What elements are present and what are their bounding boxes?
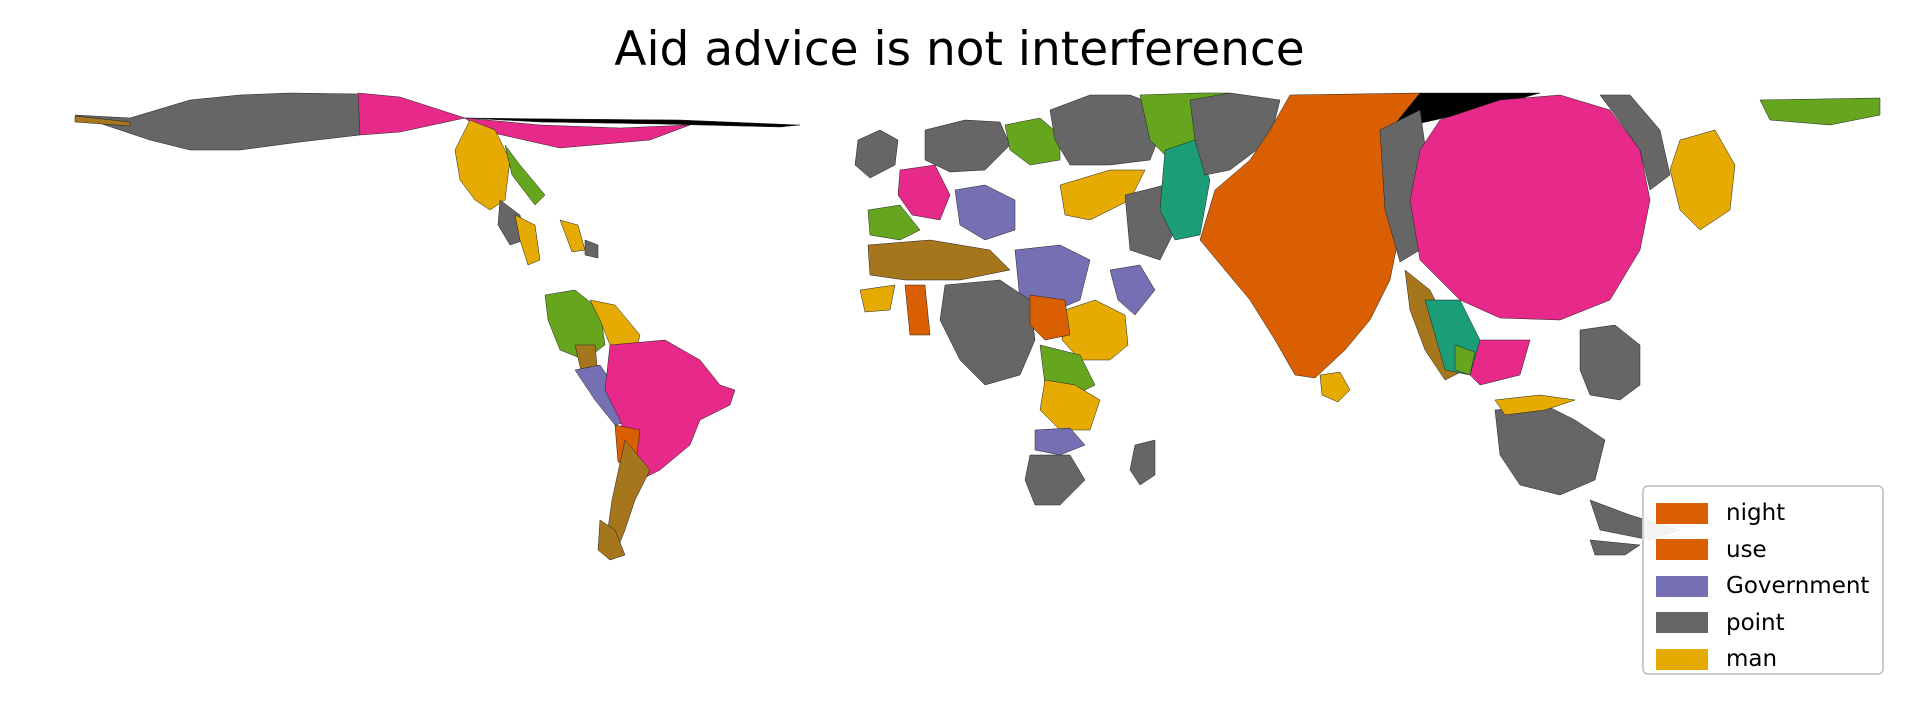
region-arctic-thin	[464, 117, 801, 128]
region-saudi	[1109, 264, 1156, 316]
region-uk	[854, 129, 899, 179]
region-south-africa	[1024, 454, 1086, 506]
region-central-am-3	[504, 144, 546, 206]
region-scandinavia	[924, 119, 1011, 173]
legend-item-point: point	[1656, 605, 1882, 642]
region-sudan	[1029, 294, 1071, 341]
region-ukraine	[1004, 117, 1061, 166]
legend-swatch	[1656, 648, 1708, 670]
region-madagascar	[1129, 439, 1156, 486]
region-central-am-2	[514, 214, 541, 266]
legend-label: use	[1726, 536, 1767, 563]
legend-label: night	[1726, 500, 1786, 527]
region-central-gray	[1189, 92, 1281, 176]
region-caribbean-2	[584, 239, 599, 259]
region-chile	[597, 519, 626, 561]
region-cambodia	[1454, 344, 1476, 376]
region-indonesia	[1494, 404, 1606, 496]
region-central-am-1	[497, 199, 526, 246]
region-canada	[357, 92, 466, 136]
region-west-africa-brown	[867, 239, 1011, 281]
region-mexico	[454, 119, 511, 211]
legend-label: Government	[1726, 573, 1870, 600]
legend-label: point	[1726, 609, 1785, 636]
region-japan	[1669, 129, 1736, 231]
region-ethiopia	[1061, 299, 1129, 361]
region-russia-gray	[1049, 94, 1171, 166]
legend-item-use: use	[1656, 532, 1882, 569]
region-congo	[1039, 379, 1101, 431]
region-colombia	[544, 289, 606, 361]
region-caribbean-1	[559, 219, 586, 253]
region-philippines	[1579, 324, 1641, 401]
map-title: Aid advice is not interference	[614, 22, 1305, 77]
legend-item-man: man	[1656, 641, 1882, 678]
legend-swatch	[1656, 575, 1708, 597]
legend-label: man	[1726, 646, 1778, 673]
region-west-strip	[74, 115, 131, 127]
legend-item-night: night	[1656, 495, 1882, 532]
region-southern-1	[1034, 427, 1086, 456]
region-west-africa-3	[859, 284, 896, 313]
region-china	[1409, 94, 1651, 321]
region-nigeria	[939, 279, 1036, 386]
region-germany	[954, 184, 1016, 241]
legend-item-government: Government	[1656, 568, 1882, 605]
map-legend: night use Government point man	[1642, 485, 1884, 675]
region-sri-lanka	[1319, 371, 1351, 403]
region-east-green	[1759, 97, 1881, 126]
legend-swatch	[1656, 539, 1708, 561]
region-indonesia-yellow	[1494, 394, 1576, 416]
region-mongolia-arc	[1599, 94, 1671, 191]
legend-swatch	[1656, 502, 1708, 524]
region-nz	[1589, 539, 1641, 556]
region-europe-green	[867, 204, 921, 241]
legend-swatch	[1656, 612, 1708, 634]
region-europe-pink	[897, 164, 951, 221]
region-west-africa-2	[904, 284, 931, 336]
